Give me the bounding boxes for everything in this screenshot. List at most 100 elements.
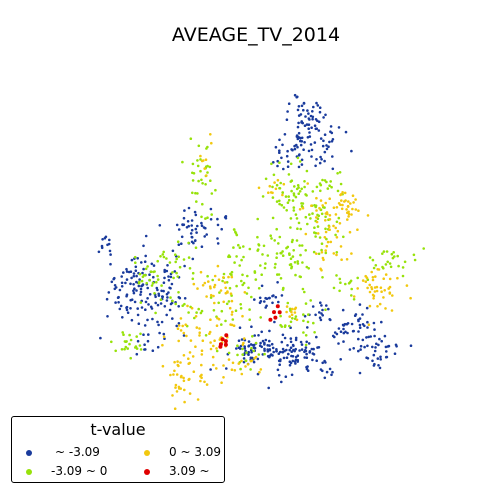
map-point <box>220 381 223 384</box>
map-point <box>371 360 374 363</box>
map-point <box>362 339 365 342</box>
map-point <box>377 344 380 347</box>
map-point <box>380 340 383 343</box>
map-point <box>200 364 203 367</box>
map-point <box>163 333 166 336</box>
map-point <box>242 245 245 248</box>
map-point <box>130 270 133 273</box>
map-point <box>217 224 220 227</box>
map-point <box>291 308 294 311</box>
map-point <box>198 334 201 337</box>
map-point <box>148 279 151 282</box>
map-point <box>161 344 164 347</box>
map-point <box>192 258 195 261</box>
map-point <box>181 325 184 328</box>
map-point <box>203 167 206 170</box>
map-point <box>145 301 148 304</box>
map-point <box>210 294 213 297</box>
map-point <box>249 368 252 371</box>
map-point <box>153 264 156 267</box>
map-point <box>349 348 352 351</box>
map-point <box>286 150 289 153</box>
map-point <box>276 281 279 284</box>
map-point <box>292 255 295 258</box>
map-point <box>140 261 143 264</box>
map-point <box>189 392 192 395</box>
map-point <box>206 171 209 174</box>
map-point <box>214 189 217 192</box>
map-point <box>297 192 300 195</box>
map-point <box>177 291 180 294</box>
map-point <box>306 368 309 371</box>
map-point <box>216 324 219 327</box>
map-point <box>176 360 179 363</box>
map-point <box>139 344 142 347</box>
map-point <box>329 180 332 183</box>
map-point <box>211 279 214 282</box>
map-point <box>387 287 390 290</box>
map-point <box>275 256 278 259</box>
map-point <box>297 109 300 112</box>
map-point <box>287 201 290 204</box>
map-point <box>134 261 137 264</box>
map-point <box>245 351 248 354</box>
map-point <box>244 365 247 368</box>
map-point <box>295 339 298 342</box>
map-point <box>158 294 161 297</box>
map-point <box>273 239 276 242</box>
map-point <box>273 174 276 177</box>
map-point <box>283 183 286 186</box>
map-point <box>222 301 225 304</box>
map-point <box>226 290 229 293</box>
map-point <box>290 337 293 340</box>
map-point <box>222 376 225 379</box>
map-point <box>285 209 288 212</box>
map-point <box>284 324 287 327</box>
map-point <box>366 326 369 329</box>
map-point <box>287 160 290 163</box>
map-point <box>364 275 367 278</box>
map-point <box>206 216 209 219</box>
map-point <box>162 251 165 254</box>
map-point <box>132 283 135 286</box>
map-point <box>178 243 181 246</box>
map-point <box>195 214 198 217</box>
map-point <box>344 192 347 195</box>
map-point <box>316 186 319 189</box>
map-point <box>356 287 359 290</box>
map-point <box>241 373 244 376</box>
map-point <box>196 192 199 195</box>
map-point <box>301 137 304 140</box>
map-point <box>270 163 273 166</box>
map-point <box>274 263 277 266</box>
map-point <box>383 289 386 292</box>
map-point <box>154 312 157 315</box>
map-point <box>171 271 174 274</box>
map-point <box>287 165 290 168</box>
map-point <box>202 339 205 342</box>
map-point <box>142 268 145 271</box>
map-point <box>272 351 275 354</box>
map-point <box>227 276 230 279</box>
map-point <box>200 222 203 225</box>
map-point <box>315 252 318 255</box>
map-point <box>256 218 259 221</box>
map-point <box>292 355 295 358</box>
map-point <box>159 255 162 258</box>
map-point <box>260 331 263 334</box>
map-point <box>199 375 202 378</box>
map-point <box>341 191 344 194</box>
map-point <box>332 168 335 171</box>
map-point <box>114 301 117 304</box>
map-point <box>326 213 329 216</box>
map-point <box>380 286 383 289</box>
map-point <box>345 131 348 134</box>
map-point <box>138 285 141 288</box>
map-point <box>281 144 284 147</box>
map-point <box>190 137 193 140</box>
map-point <box>169 296 172 299</box>
map-point <box>126 306 129 309</box>
map-point <box>245 360 248 363</box>
map-point <box>235 347 238 350</box>
map-point <box>278 310 282 314</box>
